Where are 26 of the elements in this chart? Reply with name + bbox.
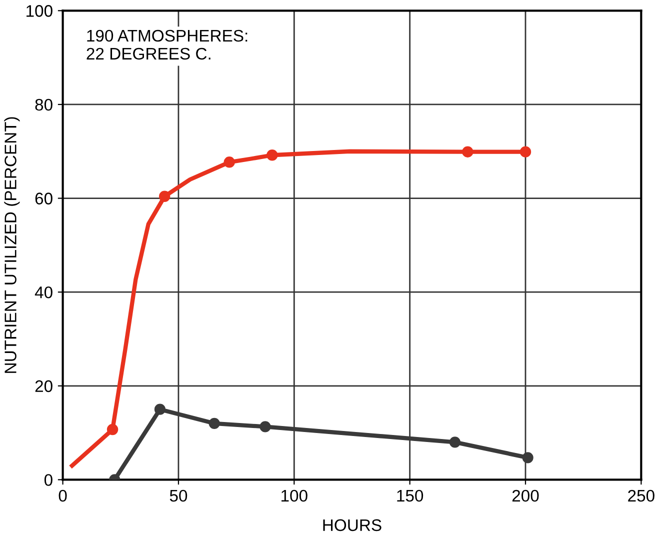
point: [449, 436, 460, 448]
point: [208, 418, 220, 429]
point: [462, 146, 474, 158]
y-tick-label: 20: [35, 380, 52, 392]
point: [266, 150, 278, 161]
y-tick-label: 80: [35, 98, 52, 111]
point: [106, 424, 118, 436]
x-tick-label: 200: [512, 490, 539, 502]
y-tick-label: 100: [26, 5, 52, 17]
y-tick-label: 40: [34, 286, 52, 298]
point: [158, 190, 170, 202]
x-tick-label: 0: [58, 490, 67, 502]
point: [520, 146, 532, 158]
point: [224, 156, 235, 168]
x-tick-label: 50: [170, 490, 188, 502]
point: [260, 421, 271, 432]
x-tick-label: 150: [397, 490, 424, 502]
y-axis-title: NUTRIENT UTILIZED (PERCENT): [4, 117, 20, 373]
point: [522, 452, 534, 464]
y-tick-label: 0: [44, 474, 52, 486]
point: [154, 404, 166, 415]
x-tick-label: 250: [628, 490, 654, 502]
y-tick-label: 60: [35, 192, 52, 204]
x-axis-title: HOURS: [323, 519, 382, 532]
annotation: 190 ATMOSPHERES: 22 DEGREES C.: [86, 30, 248, 60]
x-tick-label: 100: [282, 490, 308, 502]
